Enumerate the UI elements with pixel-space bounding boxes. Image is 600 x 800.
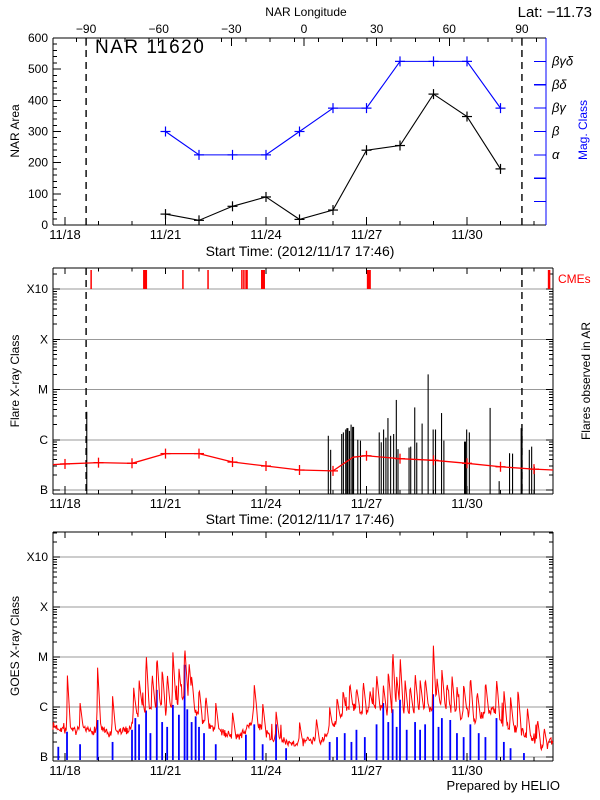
svg-text:300: 300 [28, 125, 48, 139]
flares-observed-label: Flares observed in AR [579, 321, 593, 441]
page-title: NAR 11620 [95, 37, 206, 58]
svg-text:C: C [39, 700, 48, 714]
cme-ticks [90, 270, 551, 289]
area-series [160, 89, 506, 226]
svg-text:X10: X10 [27, 550, 49, 564]
svg-text:11/24: 11/24 [250, 496, 282, 511]
svg-text:−90: −90 [76, 22, 97, 36]
svg-text:200: 200 [28, 156, 48, 170]
latitude-label: Lat: −11.73 [517, 4, 592, 21]
svg-text:M: M [38, 650, 48, 664]
svg-text:11/27: 11/27 [351, 763, 383, 778]
goes-blue-spikes [57, 664, 525, 760]
svg-text:11/24: 11/24 [250, 227, 282, 242]
svg-text:400: 400 [28, 93, 48, 107]
svg-text:B: B [40, 750, 48, 764]
top-panel-axes: 0 100 200 300 400 500 600 −90 −60 −30 0 30 60 90 11/18… [28, 22, 574, 242]
svg-text:C: C [39, 433, 48, 447]
svg-text:11/21: 11/21 [150, 496, 182, 511]
svg-text:11/27: 11/27 [351, 496, 383, 511]
flare-class-axis-label: Flare X-ray Class [8, 334, 22, 428]
svg-text:M: M [38, 383, 48, 397]
svg-text:11/21: 11/21 [150, 227, 182, 242]
svg-text:βγ: βγ [551, 100, 567, 115]
svg-text:30: 30 [370, 22, 384, 36]
nar-area-axis-label: NAR Area [8, 104, 22, 158]
svg-text:0: 0 [301, 22, 308, 36]
flare-background-curve [52, 448, 554, 476]
svg-text:B: B [40, 483, 48, 497]
goes-red-curve [52, 645, 554, 752]
svg-text:α: α [552, 147, 560, 162]
svg-text:11/18: 11/18 [49, 227, 81, 242]
middle-panel: B C M X X10 11/18 11/21 11/24 11/27 11/30 [27, 267, 554, 511]
svg-text:500: 500 [28, 62, 48, 76]
longitude-axis-title: NAR Longitude [265, 5, 347, 19]
svg-text:11/30: 11/30 [451, 763, 483, 778]
svg-text:X: X [40, 600, 48, 614]
start-time-label-middle: Start Time: (2012/11/17 17:46) [205, 511, 395, 527]
svg-text:0: 0 [41, 218, 48, 232]
cmes-label: CMEs [558, 272, 591, 286]
svg-text:600: 600 [28, 31, 48, 45]
flare-lines [86, 374, 535, 494]
svg-text:βγδ: βγδ [551, 53, 574, 68]
mag-class-series [160, 56, 506, 160]
goes-class-axis-label: GOES X-ray Class [8, 595, 22, 697]
svg-text:11/21: 11/21 [150, 763, 182, 778]
svg-text:−30: −30 [221, 22, 242, 36]
start-time-label-top: Start Time: (2012/11/17 17:46) [205, 243, 395, 259]
svg-text:60: 60 [443, 22, 457, 36]
credit-label: Prepared by HELIO [446, 778, 560, 793]
bottom-panel: B C M X X10 11/18 11/21 11/24 11/27 11/30 [27, 531, 554, 778]
svg-text:−60: −60 [149, 22, 170, 36]
svg-text:X: X [40, 332, 48, 346]
svg-text:X10: X10 [27, 282, 49, 296]
svg-text:11/18: 11/18 [49, 763, 81, 778]
svg-text:11/30: 11/30 [451, 496, 483, 511]
svg-text:11/24: 11/24 [250, 763, 282, 778]
svg-text:β: β [551, 124, 560, 139]
svg-text:100: 100 [28, 187, 48, 201]
svg-text:11/18: 11/18 [49, 496, 81, 511]
mag-class-axis-label: Mag. Class [576, 99, 590, 161]
svg-text:90: 90 [515, 22, 529, 36]
goes-xray-flux-line [52, 645, 554, 752]
svg-text:βδ: βδ [551, 77, 567, 92]
svg-text:11/30: 11/30 [451, 227, 483, 242]
svg-text:11/27: 11/27 [351, 227, 383, 242]
